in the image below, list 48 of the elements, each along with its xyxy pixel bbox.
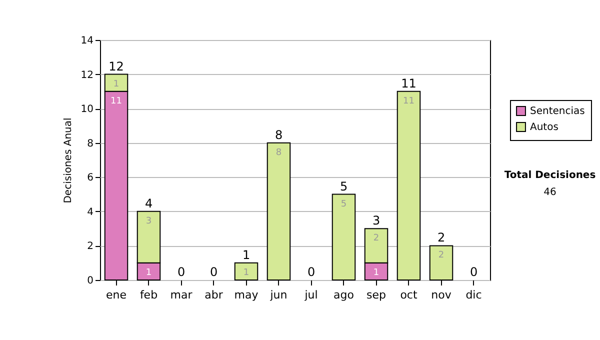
data-label: 1 [113, 79, 120, 90]
data-label: 8 [276, 148, 282, 158]
total-label: 12 [108, 59, 124, 74]
total-label: 0 [210, 265, 218, 279]
total-label: 0 [470, 265, 478, 279]
x-tick-label: ago [334, 288, 354, 302]
total-label: 0 [177, 265, 186, 279]
data-label: 11 [110, 96, 122, 106]
legend-label: Autos [530, 122, 558, 133]
y-tick-label: 2 [87, 241, 94, 252]
x-tick-label: may [234, 288, 259, 302]
data-label: 1 [373, 268, 380, 278]
data-label: 5 [340, 199, 347, 210]
y-tick-label: 8 [87, 138, 94, 150]
x-tick-label: jun [269, 288, 288, 302]
total-label: 5 [340, 179, 348, 194]
x-tick-label: mar [170, 288, 193, 302]
data-label: 2 [438, 250, 444, 261]
x-tick-label: ene [106, 288, 127, 302]
x-tick-label: dic [466, 288, 482, 302]
total-label: 11 [401, 76, 416, 90]
x-tick-label: jul [304, 288, 318, 302]
data-label: 2 [373, 234, 380, 244]
data-label: 1 [243, 268, 250, 278]
total-label: 2 [437, 230, 446, 245]
x-tick-label: feb [140, 288, 158, 302]
y-tick-label: 14 [80, 36, 94, 46]
legend-label: Sentencias [530, 106, 585, 117]
text: 46 [542, 187, 558, 198]
y-tick-label: 4 [87, 206, 94, 218]
data-label: 11 [403, 96, 414, 106]
y-tick-label: 10 [80, 104, 94, 116]
total-label: 4 [144, 196, 153, 210]
data-label: 3 [146, 216, 152, 226]
total-label: 1 [242, 248, 250, 262]
x-tick-label: nov [431, 288, 452, 302]
text: Total Decisiones [503, 170, 597, 181]
y-tick-label: 6 [87, 172, 94, 184]
total-label: 8 [274, 128, 283, 142]
y-tick-label: 12 [80, 70, 94, 81]
data-label: 1 [146, 268, 152, 278]
x-tick-label: abr [204, 288, 224, 302]
x-tick-label: sep [366, 288, 386, 302]
y-tick-label: 0 [87, 276, 94, 286]
total-label: 0 [307, 265, 316, 279]
x-tick-label: oct [400, 288, 418, 302]
y-axis-title: Decisiones Anual [62, 118, 74, 204]
total-label: 3 [372, 214, 380, 228]
